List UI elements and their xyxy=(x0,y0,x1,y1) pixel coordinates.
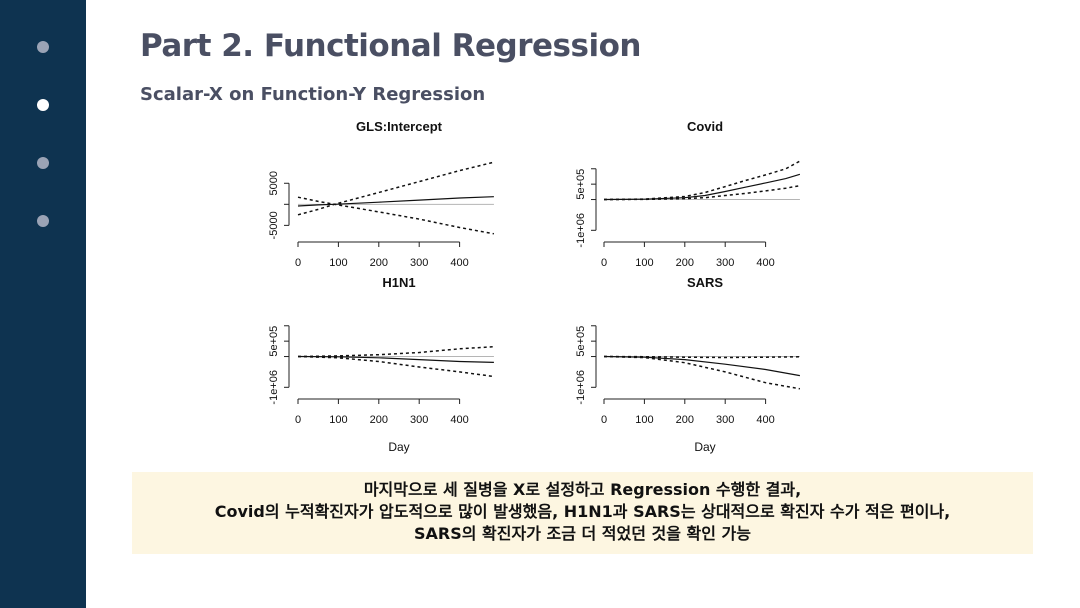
x-tick-label: 0 xyxy=(601,414,607,426)
y-tick-label: -1e+06 xyxy=(575,213,587,248)
x-tick-label: 200 xyxy=(676,257,694,269)
x-tick-label: 300 xyxy=(716,414,734,426)
estimate-line xyxy=(297,355,494,363)
x-tick-label: 400 xyxy=(450,257,468,269)
x-tick-label: 0 xyxy=(295,414,301,426)
confidence-band-line xyxy=(603,160,801,201)
confidence-band-line xyxy=(297,161,495,216)
confidence-band-line xyxy=(603,355,801,390)
x-tick-label: 100 xyxy=(635,257,653,269)
x-axis-label: Day xyxy=(694,440,715,454)
y-tick-label: -1e+06 xyxy=(268,370,280,405)
nav-dot-3[interactable] xyxy=(37,157,49,169)
y-tick-label: -5000 xyxy=(268,211,280,239)
note-line-1: 마지막으로 세 질병을 X로 설정하고 Regression 수행한 결과, xyxy=(363,480,802,499)
y-tick-label: -1e+06 xyxy=(575,370,587,405)
estimate-line xyxy=(603,355,801,377)
nav-dot-1[interactable] xyxy=(37,41,49,53)
confidence-band-line xyxy=(297,355,494,378)
page-subtitle: Scalar-X on Function-Y Regression xyxy=(140,84,486,105)
chart-title: GLS:Intercept xyxy=(356,119,443,134)
chart-title: Covid xyxy=(687,119,723,134)
chart-4: SARS -1e+06 5e+05 0 100 200 300 400 Day xyxy=(575,275,801,454)
page-title: Part 2. Functional Regression xyxy=(140,28,641,64)
x-tick-label: 400 xyxy=(450,414,468,426)
x-tick-label: 100 xyxy=(635,414,653,426)
chart-1: GLS:Intercept -5000 5000 0 100 200 300 400 xyxy=(268,119,495,269)
chart-title: H1N1 xyxy=(382,275,415,290)
x-tick-label: 100 xyxy=(329,257,347,269)
sidebar xyxy=(0,0,86,608)
x-tick-label: 200 xyxy=(676,414,694,426)
x-tick-label: 400 xyxy=(756,257,774,269)
confidence-band-line xyxy=(603,184,801,201)
note-line-3: SARS의 확진자가 조금 더 적었던 것을 확인 가능 xyxy=(414,524,751,543)
chart-2: Covid -1e+06 5e+05 0 100 200 300 400 xyxy=(575,119,801,269)
summary-note: 마지막으로 세 질병을 X로 설정하고 Regression 수행한 결과, C… xyxy=(132,472,1033,554)
y-tick-label: 5e+05 xyxy=(575,326,587,357)
x-tick-label: 200 xyxy=(370,414,388,426)
estimate-line xyxy=(297,196,494,207)
x-tick-label: 200 xyxy=(370,257,388,269)
x-tick-label: 100 xyxy=(329,414,347,426)
y-tick-label: 5e+05 xyxy=(575,169,587,200)
x-tick-label: 300 xyxy=(410,257,428,269)
x-tick-label: 0 xyxy=(295,257,301,269)
x-tick-label: 300 xyxy=(716,257,734,269)
x-tick-label: 400 xyxy=(756,414,774,426)
note-line-2: Covid의 누적확진자가 압도적으로 많이 발생했음, H1N1과 SARS는… xyxy=(214,502,951,521)
nav-dot-2[interactable] xyxy=(37,99,49,111)
x-tick-label: 0 xyxy=(601,257,607,269)
x-axis-label: Day xyxy=(388,440,409,454)
confidence-band-line xyxy=(297,196,495,235)
confidence-band-line xyxy=(603,355,800,359)
confidence-band-line xyxy=(297,345,494,358)
y-tick-label: 5e+05 xyxy=(268,326,280,357)
chart-title: SARS xyxy=(687,275,723,290)
chart-3: H1N1 -1e+06 5e+05 0 100 200 300 400 Day xyxy=(268,275,494,454)
nav-dot-4[interactable] xyxy=(37,215,49,227)
estimate-line xyxy=(603,173,801,201)
x-tick-label: 300 xyxy=(410,414,428,426)
y-tick-label: 5000 xyxy=(268,171,280,195)
